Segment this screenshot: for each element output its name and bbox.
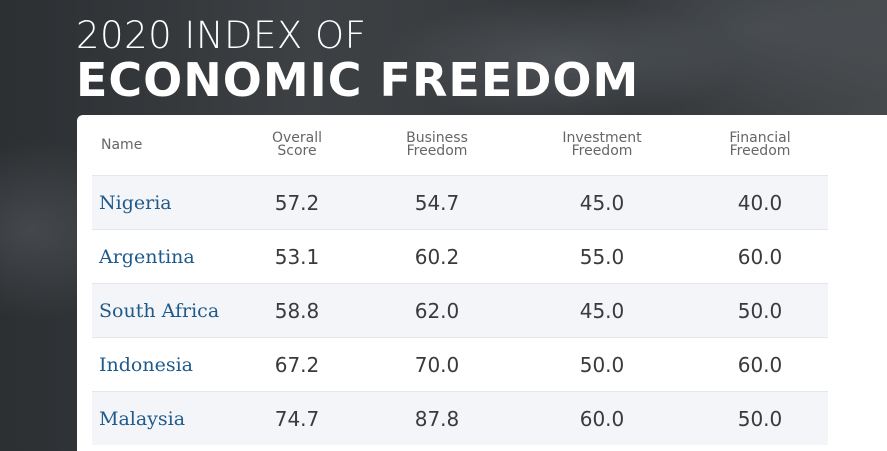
table-panel: Name Overall Score Business Freedom Investm… xyxy=(77,115,887,451)
column-header: Investment Freedom xyxy=(512,115,692,176)
score-cell: 54.7 xyxy=(362,175,512,230)
column-header: Name xyxy=(101,136,143,153)
table-row: Indonesia 67.2 70.0 50.0 60.0 xyxy=(92,337,828,392)
score-cell: 50.0 xyxy=(692,283,828,338)
score-cell: 58.8 xyxy=(232,283,362,338)
table-row: South Africa 58.8 62.0 45.0 50.0 xyxy=(92,283,828,338)
score-cell: 74.7 xyxy=(232,391,362,445)
score-cell: 50.0 xyxy=(692,391,828,445)
country-name: Argentina xyxy=(92,229,232,284)
column-header: Financial Freedom xyxy=(692,115,828,176)
score-cell: 40.0 xyxy=(692,175,828,230)
score-cell: 45.0 xyxy=(512,283,692,338)
score-cell: 62.0 xyxy=(362,283,512,338)
score-cell: 45.0 xyxy=(512,175,692,230)
column-header-text: Financial Freedom xyxy=(729,130,791,159)
column-header: Business Freedom xyxy=(362,115,512,176)
country-name: Nigeria xyxy=(92,175,232,230)
table-row: Malaysia 74.7 87.8 60.0 50.0 xyxy=(92,391,828,445)
freedom-table: Name Overall Score Business Freedom Investm… xyxy=(92,115,828,445)
column-header-text: Overall Score xyxy=(271,130,323,159)
score-cell: 67.2 xyxy=(232,337,362,392)
title-line: 2020 INDEX OF xyxy=(76,14,367,57)
table-row: Nigeria 57.2 54.7 45.0 40.0 xyxy=(92,175,828,230)
title-main: ECONOMIC FREEDOM xyxy=(76,53,640,107)
score-cell: 55.0 xyxy=(512,229,692,284)
score-cell: 57.2 xyxy=(232,175,362,230)
score-cell: 50.0 xyxy=(512,337,692,392)
score-cell: 53.1 xyxy=(232,229,362,284)
table-row: Argentina 53.1 60.2 55.0 60.0 xyxy=(92,229,828,284)
score-cell: 87.8 xyxy=(362,391,512,445)
header-row: Name Overall Score Business Freedom Investm… xyxy=(92,115,828,176)
column-header-text: Business Freedom xyxy=(406,130,468,159)
score-cell: 70.0 xyxy=(362,337,512,392)
column-header: Overall Score xyxy=(232,115,362,176)
country-name: Indonesia xyxy=(92,337,232,392)
score-cell: 60.0 xyxy=(692,337,828,392)
score-cell: 60.0 xyxy=(692,229,828,284)
column-header-text: Investment Freedom xyxy=(562,130,642,159)
score-cell: 60.2 xyxy=(362,229,512,284)
score-cell: 60.0 xyxy=(512,391,692,445)
country-name: South Africa xyxy=(92,283,232,338)
table-body: Nigeria 57.2 54.7 45.0 40.0 Argentina 53.1 60.2… xyxy=(92,175,828,445)
country-name: Malaysia xyxy=(92,391,232,445)
